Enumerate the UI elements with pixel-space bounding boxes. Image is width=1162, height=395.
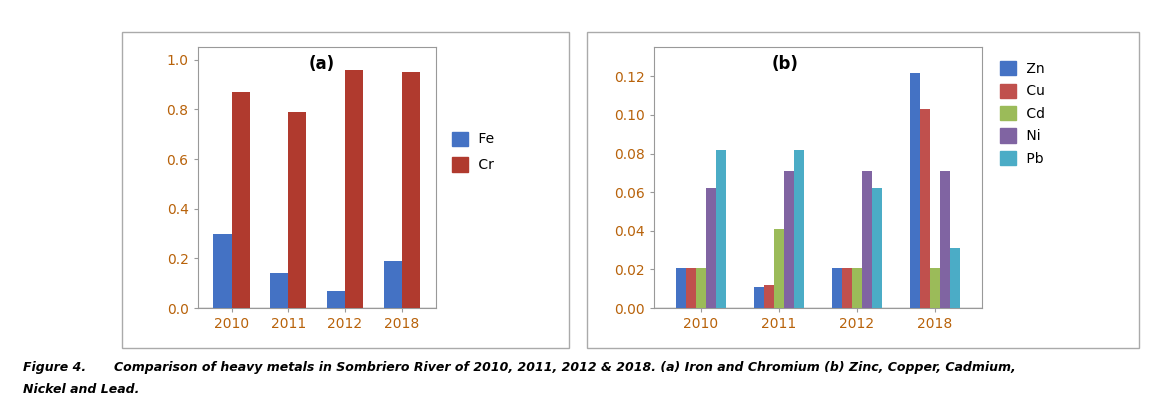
Bar [214, 233, 231, 308]
Bar [706, 188, 716, 308]
Bar [686, 267, 696, 308]
Bar [841, 267, 852, 308]
Bar [675, 267, 686, 308]
Bar [862, 171, 873, 308]
Bar [940, 171, 951, 308]
Text: Figure 4.: Figure 4. [23, 361, 86, 374]
Legend:  Zn,  Cu,  Cd,  Ni,  Pb: Zn, Cu, Cd, Ni, Pb [996, 57, 1049, 170]
Text: (b): (b) [772, 55, 798, 73]
Bar [345, 70, 364, 308]
Text: Comparison of heavy metals in Sombriero River of 2010, 2011, 2012 & 2018. (a) Ir: Comparison of heavy metals in Sombriero … [114, 361, 1016, 374]
Bar [774, 229, 784, 308]
Bar [852, 267, 862, 308]
Bar [754, 287, 763, 308]
Bar [832, 267, 841, 308]
Bar [784, 171, 795, 308]
Legend:  Fe,  Cr: Fe, Cr [447, 127, 498, 177]
Bar [795, 150, 804, 308]
Bar [951, 248, 961, 308]
Bar [383, 261, 402, 308]
Bar [402, 72, 419, 308]
Bar [920, 109, 930, 308]
Bar [873, 188, 882, 308]
Bar [716, 150, 726, 308]
Bar [270, 273, 288, 308]
Bar [231, 92, 250, 308]
Bar [288, 112, 307, 308]
Text: Nickel and Lead.: Nickel and Lead. [23, 383, 139, 395]
Bar [696, 267, 706, 308]
Bar [327, 291, 345, 308]
Bar [930, 267, 940, 308]
Text: (a): (a) [308, 55, 335, 73]
Bar [763, 285, 774, 308]
Bar [910, 73, 920, 308]
